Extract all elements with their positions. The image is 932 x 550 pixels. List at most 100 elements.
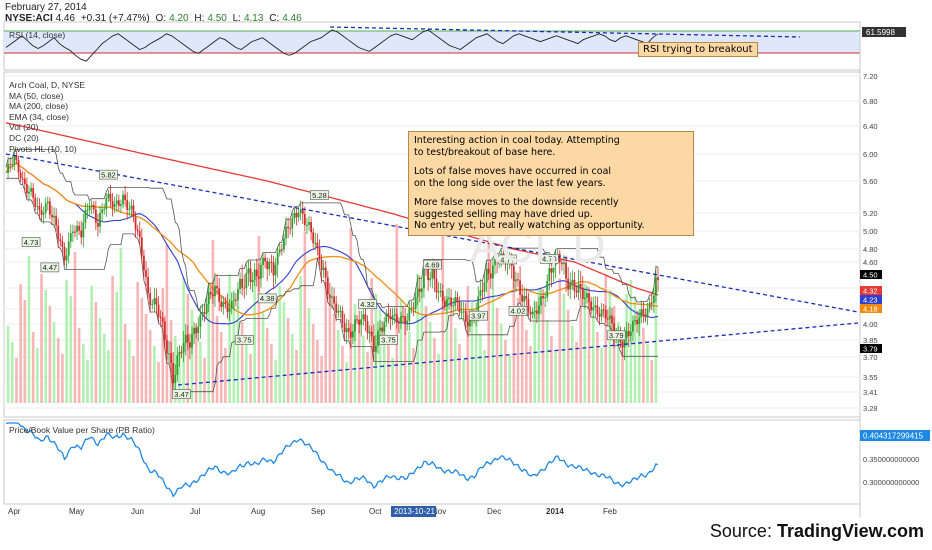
candle-body xyxy=(329,294,331,298)
candle-body xyxy=(324,267,327,278)
candle-body xyxy=(586,293,588,298)
volume-bar xyxy=(550,336,553,403)
candle-body xyxy=(634,320,636,322)
candle-body xyxy=(61,241,64,247)
candle-body xyxy=(147,276,150,294)
candle-body xyxy=(343,322,346,333)
volume-bar xyxy=(98,318,102,403)
candle-body xyxy=(550,268,553,273)
candle-body xyxy=(469,318,471,327)
volume-bar xyxy=(328,298,332,403)
volume-bar xyxy=(332,314,336,403)
candle-body xyxy=(573,279,576,291)
candle-body xyxy=(295,212,298,218)
volume-bar xyxy=(516,298,520,403)
candle-body xyxy=(443,301,446,307)
candle-body xyxy=(579,283,582,288)
candle-body xyxy=(364,314,367,322)
candle-body xyxy=(600,309,603,317)
candle-body xyxy=(420,288,423,292)
volume-bar xyxy=(583,284,587,403)
candle-body xyxy=(59,239,62,242)
candle-body xyxy=(404,316,407,324)
volume-bar xyxy=(90,286,93,403)
candle-body xyxy=(546,280,549,298)
candle-body xyxy=(544,297,547,299)
price-axis-tick: 3.55 xyxy=(863,373,878,382)
candle-body xyxy=(655,277,657,296)
volume-bar xyxy=(282,302,286,403)
volume-bar xyxy=(23,300,27,403)
volume-bar xyxy=(207,284,211,403)
annotation-paragraph-1: Interesting action in coal today. Attemp… xyxy=(414,135,620,158)
candle-body xyxy=(82,222,85,238)
indicator-vol[interactable]: Vol (20) xyxy=(9,122,39,133)
volume-bar xyxy=(416,274,419,403)
volume-bar xyxy=(357,320,361,403)
indicator-ma200[interactable]: MA (200, close) xyxy=(9,101,69,112)
price-axis-tick: 7.20 xyxy=(863,72,878,81)
indicator-ema34[interactable]: EMA (34, close) xyxy=(9,111,69,122)
candle-body xyxy=(341,310,344,323)
pivot-label-box xyxy=(99,169,118,180)
candle-body xyxy=(174,375,177,384)
source-prefix: Source: xyxy=(709,521,777,541)
candle-body xyxy=(632,320,634,332)
last-price: 4.46 xyxy=(55,13,76,24)
volume-bar xyxy=(194,326,198,403)
indicator-ma50[interactable]: MA (50, close) xyxy=(9,90,64,101)
candle-body xyxy=(310,222,313,233)
price-tag-text: 4.23 xyxy=(863,296,878,305)
candle-body xyxy=(552,265,555,273)
time-highlight-box xyxy=(391,506,436,517)
volume-bar xyxy=(102,334,106,403)
candle-body xyxy=(57,225,60,240)
indicator-dc[interactable]: DC (20) xyxy=(9,132,39,143)
price-tags: 4.50 4.324.234.18 3.79 xyxy=(860,270,882,354)
candle-body xyxy=(237,289,239,301)
candle-body xyxy=(136,229,139,232)
candle-body xyxy=(262,257,264,265)
candle-body xyxy=(130,205,133,209)
volume-bar xyxy=(637,312,641,403)
candle-body xyxy=(297,212,300,218)
volume-bar xyxy=(144,314,148,403)
candle-body xyxy=(337,310,340,313)
volume-bar xyxy=(52,322,56,403)
pb-value-text: 0.404317299415 xyxy=(863,432,924,441)
indicator-pivots[interactable]: Pivots HL (10, 10) xyxy=(9,143,77,154)
candle-body xyxy=(193,328,195,335)
volume-bar xyxy=(115,292,119,403)
volume-bar xyxy=(650,360,654,403)
candle-body xyxy=(377,330,379,346)
candle-body xyxy=(86,209,89,211)
candle-body xyxy=(548,268,551,281)
candle-body xyxy=(180,351,183,353)
candle-body xyxy=(416,288,419,298)
price-tag xyxy=(860,295,882,304)
volume-bar xyxy=(140,298,144,403)
candle-body xyxy=(531,311,534,315)
volume-bar xyxy=(232,290,236,403)
candle-body xyxy=(19,172,22,179)
candle-body xyxy=(76,225,78,232)
volume-bar xyxy=(362,336,365,403)
volume-bar xyxy=(132,356,135,403)
candle-body xyxy=(44,203,47,213)
candle-body xyxy=(260,264,262,279)
volume-bar xyxy=(56,338,60,403)
volume-bar xyxy=(261,312,265,403)
candle-body xyxy=(161,317,164,322)
candle-body xyxy=(230,300,233,309)
price-tag xyxy=(860,286,882,295)
volume-bar xyxy=(224,348,227,403)
candle-body xyxy=(138,231,141,238)
candle-body xyxy=(533,310,536,312)
volume-bar xyxy=(399,300,403,403)
candle-body xyxy=(168,353,170,355)
pivot-label: 3.75 xyxy=(237,336,252,345)
candle-body xyxy=(331,296,333,298)
time-axis-label: Jun xyxy=(131,507,144,516)
candle-body xyxy=(481,290,484,292)
pb-value-tag xyxy=(860,430,930,441)
